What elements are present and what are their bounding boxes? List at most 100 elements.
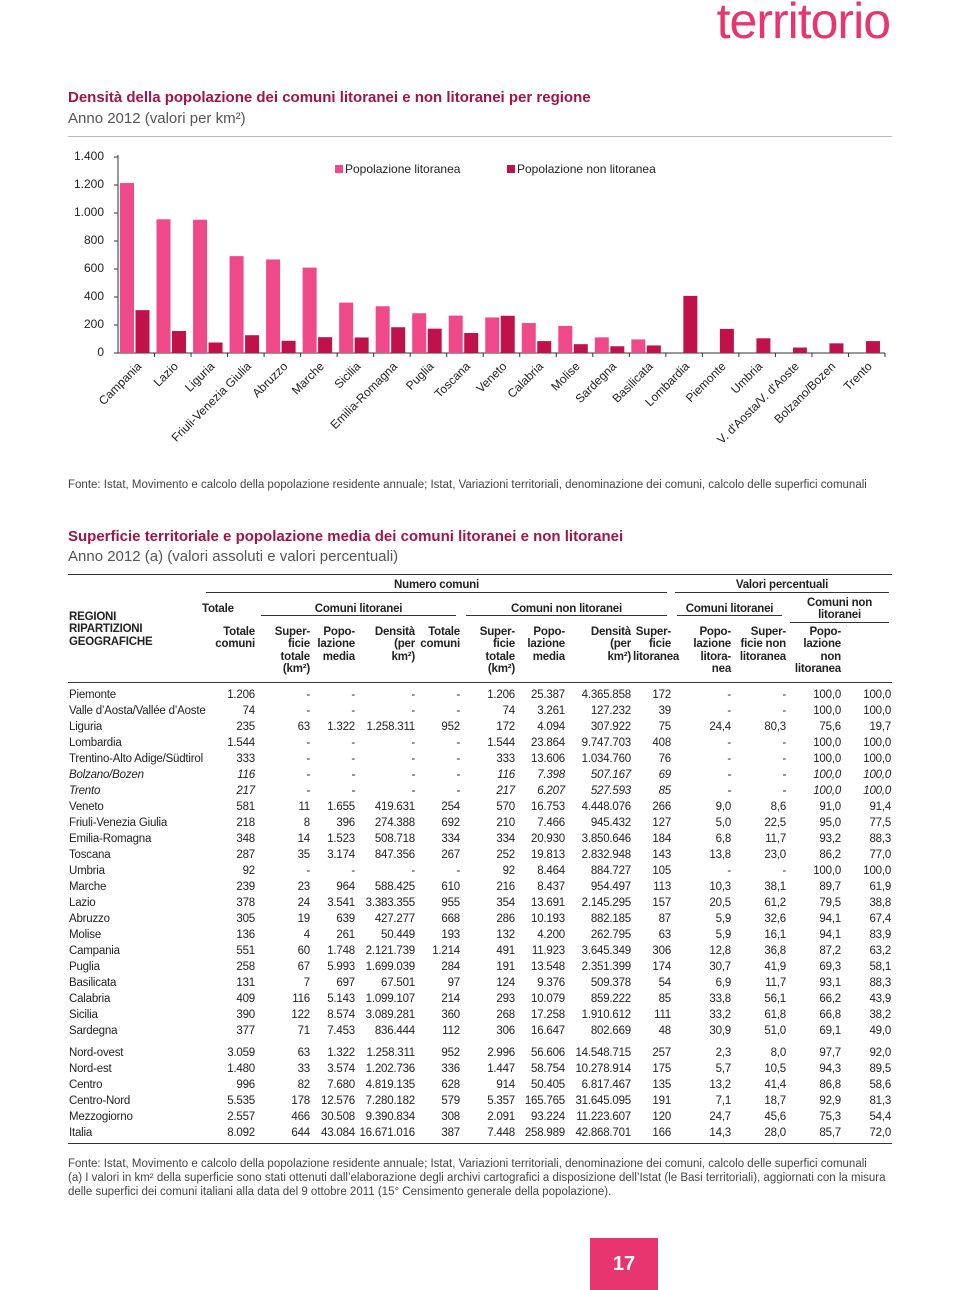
row-label: Sardegna bbox=[69, 1024, 118, 1037]
table-cell: 94,1 bbox=[819, 928, 842, 941]
rule bbox=[68, 136, 892, 137]
table-cell: 89,7 bbox=[819, 880, 842, 893]
table-cell: 1.523 bbox=[327, 832, 355, 845]
table-row: Friuli-Venezia Giulia 218 8 396 274.388 692 21… bbox=[68, 815, 892, 831]
table-cell: 92 bbox=[242, 864, 256, 877]
table-cell: - bbox=[306, 864, 310, 877]
table-cell: - bbox=[306, 768, 310, 781]
row-label: Centro bbox=[69, 1078, 103, 1091]
table-cell: 92 bbox=[502, 864, 516, 877]
table-cell: 56.606 bbox=[531, 1046, 565, 1059]
table-row: Centro-Nord 5.535 178 12.576 7.280.182 579 5.3… bbox=[68, 1093, 892, 1109]
table-cell: 287 bbox=[236, 848, 255, 861]
table-cell: 10,3 bbox=[709, 880, 732, 893]
table-cell: 408 bbox=[652, 736, 672, 749]
table-cell: 377 bbox=[236, 1024, 255, 1037]
row-label: Marche bbox=[69, 880, 107, 893]
bar bbox=[302, 267, 317, 353]
table-cell: 336 bbox=[441, 1062, 460, 1075]
table-cell: 105 bbox=[652, 864, 672, 877]
table-cell: 6.207 bbox=[537, 784, 565, 797]
table-cell: 72,0 bbox=[869, 1126, 892, 1139]
column-header: Totale comuni bbox=[215, 625, 255, 651]
table-cell: 954.497 bbox=[590, 880, 631, 893]
table-cell: 390 bbox=[236, 1008, 255, 1021]
table-cell: - bbox=[782, 784, 787, 797]
table-row: Emilia-Romagna 348 14 1.523 508.718 334 334 20.… bbox=[68, 831, 892, 847]
table-cell: 16.671.016 bbox=[359, 1126, 415, 1139]
table-cell: 409 bbox=[236, 992, 255, 1005]
table-cell: 1.748 bbox=[327, 944, 355, 957]
row-label: Trento bbox=[69, 784, 101, 797]
table-cell: - bbox=[782, 768, 787, 781]
table-cell: 334 bbox=[441, 832, 460, 845]
table-cell: 11,7 bbox=[765, 976, 787, 989]
y-tick-label: 0 bbox=[97, 345, 104, 359]
bar bbox=[156, 219, 171, 353]
table-cell: - bbox=[456, 752, 460, 765]
table-cell: - bbox=[782, 688, 787, 701]
table-cell: 882.185 bbox=[590, 912, 631, 925]
table-cell: 268 bbox=[496, 1008, 515, 1021]
bar bbox=[318, 337, 333, 353]
table-cell: 113 bbox=[653, 880, 672, 893]
table-cell: 51,0 bbox=[764, 1024, 787, 1037]
table-cell: 12,8 bbox=[709, 944, 732, 957]
bar bbox=[193, 219, 208, 353]
table-row: Mezzogiorno 2.557 466 30.508 9.390.834 308 2.0… bbox=[68, 1109, 892, 1125]
table-row: Basilicata 131 7 697 67.501 97 124 9.376 509.378… bbox=[68, 975, 892, 991]
table-cell: 8.574 bbox=[327, 1008, 355, 1021]
table-cell: 89,5 bbox=[869, 1062, 892, 1075]
table-cell: 254 bbox=[441, 800, 460, 813]
table-subtitle: Anno 2012 (a) (valori assoluti e valori … bbox=[68, 548, 399, 565]
table-cell: 58,1 bbox=[869, 960, 892, 973]
table-cell: 100,0 bbox=[863, 784, 892, 797]
row-label: Trentino-Alto Adige/Südtirol bbox=[69, 752, 203, 765]
table-cell: 43,9 bbox=[869, 992, 892, 1005]
table-cell: 23,0 bbox=[764, 848, 787, 861]
x-tick-label: Calabria bbox=[505, 359, 547, 401]
table-cell: 77,0 bbox=[869, 848, 892, 861]
table-cell: 7.466 bbox=[537, 816, 565, 829]
bar bbox=[464, 332, 479, 353]
table-cell: 16,1 bbox=[764, 928, 787, 941]
table-cell: 184 bbox=[652, 832, 672, 845]
table-cell: 1.206 bbox=[227, 688, 255, 701]
table-cell: 945.432 bbox=[590, 816, 631, 829]
bar bbox=[719, 328, 734, 353]
table-cell: 18,7 bbox=[764, 1094, 787, 1107]
table-cell: 75,3 bbox=[819, 1110, 842, 1123]
row-label: Abruzzo bbox=[69, 912, 110, 925]
table-cell: 122 bbox=[291, 1008, 310, 1021]
table-cell: - bbox=[456, 688, 460, 701]
table-cell: 157 bbox=[652, 896, 672, 909]
row-label: Puglia bbox=[69, 960, 100, 973]
table-cell: 3.174 bbox=[327, 848, 355, 861]
table-cell: 23 bbox=[297, 880, 311, 893]
table-cell: 69,3 bbox=[819, 960, 842, 973]
table-cell: 7 bbox=[303, 976, 310, 989]
table-cell: 92,0 bbox=[869, 1046, 892, 1059]
table-cell: 252 bbox=[496, 848, 515, 861]
table-cell: 217 bbox=[236, 784, 255, 797]
table-cell: - bbox=[351, 864, 355, 877]
table-cell: 60 bbox=[297, 944, 311, 957]
table-cell: 3.541 bbox=[327, 896, 355, 909]
table-cell: 802.669 bbox=[590, 1024, 631, 1037]
table-cell: - bbox=[411, 704, 415, 717]
table-cell: 66,8 bbox=[819, 1008, 842, 1021]
table-cell: 66,2 bbox=[819, 992, 842, 1005]
table-row: Bolzano/Bozen 116 - - - - 116 7.398 507.167 69 - - 1… bbox=[68, 767, 892, 783]
bar bbox=[500, 315, 515, 353]
bar bbox=[683, 295, 698, 353]
table-cell: 13.548 bbox=[531, 960, 565, 973]
table-cell: 13,8 bbox=[709, 848, 732, 861]
table-cell: 36,8 bbox=[764, 944, 787, 957]
table-cell: 13.606 bbox=[531, 752, 565, 765]
table-cell: 11 bbox=[298, 800, 310, 813]
table-cell: 50.449 bbox=[381, 928, 415, 941]
table-cell: 120 bbox=[652, 1110, 672, 1123]
subgroup-header: Totale bbox=[202, 603, 234, 616]
table-cell: 116 bbox=[292, 992, 310, 1005]
table-cell: 14 bbox=[297, 832, 311, 845]
